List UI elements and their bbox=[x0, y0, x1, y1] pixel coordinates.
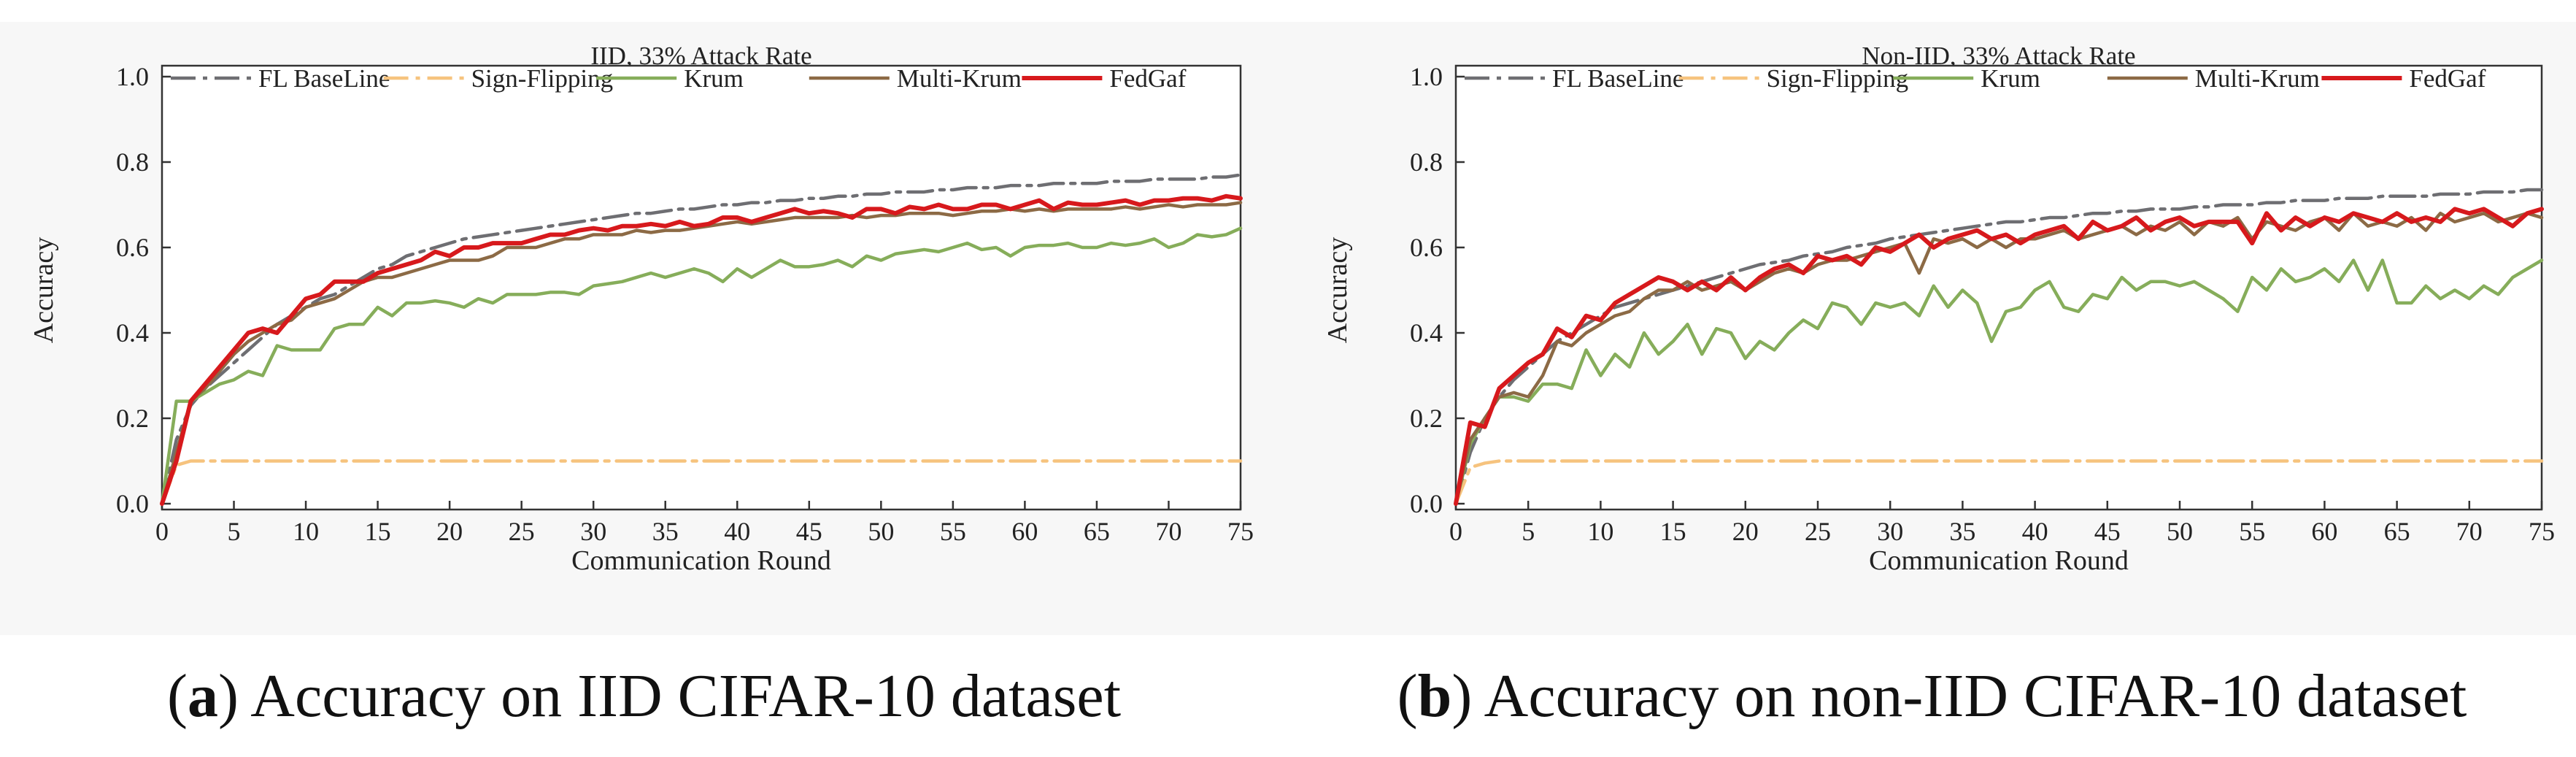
y-tick-label: 0.6 bbox=[1410, 233, 1443, 262]
y-tick-label: 0.4 bbox=[1410, 318, 1443, 347]
legend-label-fl-baseline: FL BaseLine bbox=[258, 64, 390, 93]
x-tick-label: 60 bbox=[1011, 517, 1038, 546]
x-tick-label: 75 bbox=[2529, 517, 2555, 546]
x-tick-label: 65 bbox=[1084, 517, 1110, 546]
series-line-fedgaf bbox=[160, 193, 1243, 506]
x-tick-label: 55 bbox=[940, 517, 966, 546]
x-tick-label: 25 bbox=[1805, 517, 1831, 546]
legend-label-multi-krum: Multi-Krum bbox=[2195, 64, 2320, 93]
x-tick-label: 5 bbox=[1522, 517, 1535, 546]
y-tick-label: 1.0 bbox=[1410, 62, 1443, 91]
legend-label-fedgaf: FedGaf bbox=[2409, 64, 2486, 93]
series-line-fl-baseline bbox=[160, 173, 1243, 506]
legend-label-fl-baseline: FL BaseLine bbox=[1552, 64, 1684, 93]
x-tick-label: 25 bbox=[509, 517, 535, 546]
x-tick-label: 20 bbox=[1732, 517, 1759, 546]
x-tick-label: 30 bbox=[580, 517, 606, 546]
series-line-sign-flipping bbox=[160, 459, 1243, 506]
x-tick-label: 45 bbox=[2094, 517, 2121, 546]
x-axis-label: Communication Round bbox=[571, 545, 831, 576]
legend-label-krum: Krum bbox=[1981, 64, 2040, 93]
caption-text: Accuracy on non-IID CIFAR-10 dataset bbox=[1484, 662, 2467, 730]
caption-a: (a) Accuracy on IID CIFAR-10 dataset bbox=[166, 662, 1122, 730]
x-tick-label: 45 bbox=[796, 517, 822, 546]
chart-non-iid: Non-IID, 33% Attack Rate0.00.20.40.60.81… bbox=[1322, 42, 2555, 576]
x-tick-label: 15 bbox=[1660, 517, 1686, 546]
legend-label-sign-flipping: Sign-Flipping bbox=[1767, 64, 1908, 93]
x-tick-label: 5 bbox=[228, 517, 241, 546]
x-tick-label: 60 bbox=[2311, 517, 2337, 546]
y-tick-label: 0.8 bbox=[1410, 147, 1443, 177]
x-tick-label: 15 bbox=[365, 517, 391, 546]
x-tick-label: 50 bbox=[868, 517, 894, 546]
caption-letter: a bbox=[187, 662, 218, 730]
x-tick-label: 10 bbox=[1587, 517, 1613, 546]
y-tick-label: 0.0 bbox=[116, 489, 149, 518]
legend-label-sign-flipping: Sign-Flipping bbox=[471, 64, 613, 93]
series-line-krum bbox=[1454, 258, 2544, 506]
legend-label-fedgaf: FedGaf bbox=[1109, 64, 1186, 93]
x-tick-label: 70 bbox=[2456, 517, 2483, 546]
y-tick-label: 1.0 bbox=[116, 62, 149, 91]
y-tick-label: 0.2 bbox=[1410, 404, 1443, 433]
legend-label-multi-krum: Multi-Krum bbox=[897, 64, 1022, 93]
y-tick-label: 0.2 bbox=[116, 404, 149, 433]
x-tick-label: 75 bbox=[1227, 517, 1254, 546]
x-tick-label: 65 bbox=[2384, 517, 2410, 546]
caption-text: Accuracy on IID CIFAR-10 dataset bbox=[250, 662, 1122, 730]
caption-b: (b) Accuracy on non-IID CIFAR-10 dataset bbox=[1397, 662, 2467, 730]
x-tick-label: 50 bbox=[2167, 517, 2193, 546]
plot-frame bbox=[1454, 64, 2543, 511]
y-tick-label: 0.8 bbox=[116, 147, 149, 177]
x-tick-label: 70 bbox=[1155, 517, 1181, 546]
caption-letter: b bbox=[1417, 662, 1452, 730]
x-tick-label: 0 bbox=[155, 517, 169, 546]
x-tick-label: 20 bbox=[436, 517, 463, 546]
series-line-sign-flipping bbox=[1454, 459, 2544, 506]
series-line-krum bbox=[160, 226, 1243, 506]
y-tick-label: 0.4 bbox=[116, 318, 149, 347]
x-tick-label: 30 bbox=[1877, 517, 1903, 546]
panel-iid: IID, 33% Attack Rate 0.0 0.2 0.4 0.6 0.8 1.0 0 5… bbox=[28, 42, 1254, 730]
x-tick-label: 0 bbox=[1449, 517, 1462, 546]
y-tick-label: 0.6 bbox=[116, 233, 149, 262]
panel-non-iid: Non-IID, 33% Attack Rate 0.0 0.2 0.4 0.6 0.8 1… bbox=[1288, 0, 2576, 757]
series-line-fedgaf bbox=[1454, 207, 2544, 506]
x-tick-label: 40 bbox=[724, 517, 750, 546]
x-axis-label: Communication Round bbox=[1869, 545, 2129, 576]
legend-label-krum: Krum bbox=[684, 64, 744, 93]
x-tick-label: 55 bbox=[2239, 517, 2265, 546]
x-tick-label: 35 bbox=[1949, 517, 1975, 546]
x-tick-label: 40 bbox=[2022, 517, 2048, 546]
y-axis-label: Accuracy bbox=[1322, 237, 1353, 344]
plot-frame bbox=[161, 64, 1242, 511]
series-line-multi-krum bbox=[1454, 211, 2544, 506]
x-tick-label: 35 bbox=[652, 517, 679, 546]
series-line-fl-baseline bbox=[1454, 188, 2544, 506]
x-tick-label: 10 bbox=[293, 517, 319, 546]
y-axis-label: Accuracy bbox=[28, 237, 59, 344]
y-tick-label: 0.0 bbox=[1410, 489, 1443, 518]
